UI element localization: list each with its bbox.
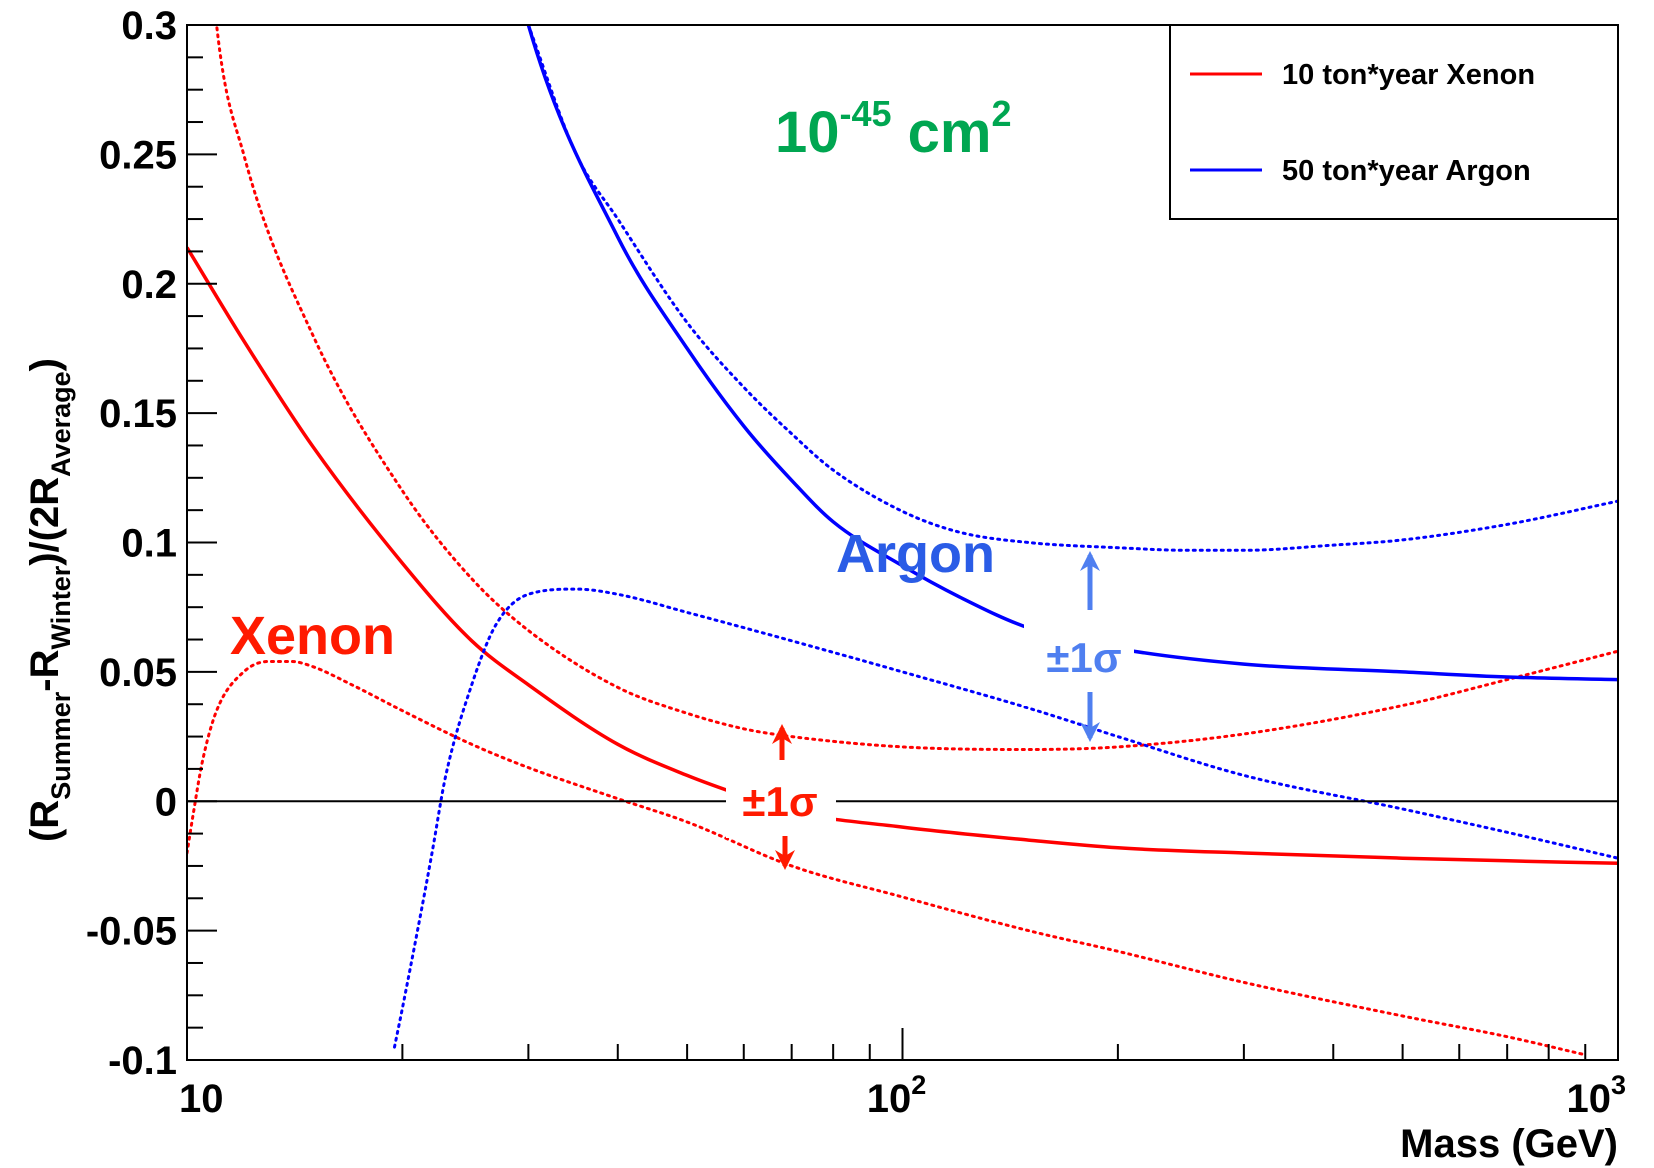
x-axis-title: Mass (GeV)	[1400, 1122, 1618, 1166]
y-tick-label: 0.1	[121, 522, 177, 566]
series-line-1	[215, 25, 1618, 752]
series-line-2	[187, 660, 1587, 1057]
y-tick-label: -0.1	[108, 1039, 177, 1083]
x-tick-label: 103	[1566, 1070, 1626, 1121]
xenon-sigma-bg	[726, 770, 836, 838]
x-tick-label: 102	[867, 1070, 927, 1121]
legend-label-xenon: 10 ton*year Xenon	[1282, 59, 1535, 91]
x-tick-label: 10	[179, 1077, 224, 1121]
argon-label: Argon	[836, 524, 995, 584]
tick-labels-layer: -0.1 -0.05 0 0.05 0.1 0.15 0.2 0.25 0.3 10 102 103	[86, 4, 1626, 1121]
legend: 10 ton*year Xenon 50 ton*year Argon	[1169, 24, 1619, 220]
xenon-sigma-label: ±1σ	[742, 778, 817, 825]
argon-sigma-label: ±1σ	[1046, 634, 1121, 681]
y-tick-label: 0.05	[99, 651, 177, 695]
cross-section-label: 10-45 cm2	[775, 93, 1012, 165]
legend-box	[1169, 24, 1619, 220]
y-tick-label: 0.15	[99, 392, 177, 436]
ticks-layer	[186, 24, 1619, 1061]
series-line-4	[526, 25, 1618, 552]
legend-label-argon: 50 ton*year Argon	[1282, 155, 1531, 187]
series-line-3	[526, 25, 1618, 682]
xenon-label: Xenon	[230, 606, 395, 666]
y-axis-title: (RSummer-RWinter)/(2RAverage)	[23, 358, 76, 842]
y-tick-label: 0.2	[121, 263, 177, 307]
y-tick-label: -0.05	[86, 910, 177, 954]
argon-sigma-bg	[1024, 612, 1134, 706]
series-line-5	[393, 587, 1618, 1049]
y-tick-label: 0	[155, 780, 177, 824]
y-tick-label: 0.25	[99, 133, 177, 177]
y-tick-label: 0.3	[121, 4, 177, 48]
